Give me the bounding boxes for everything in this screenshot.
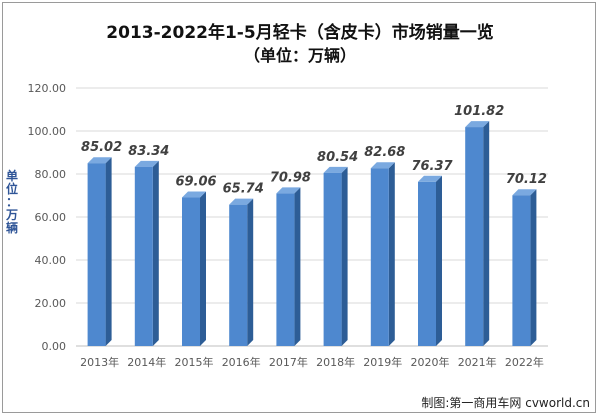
bar [87, 163, 106, 346]
x-tick-label: 2021年 [458, 355, 497, 369]
y-tick-label: 120.00 [28, 82, 67, 95]
bar [182, 197, 200, 346]
x-tick-label: 2015年 [175, 355, 214, 369]
bar-side [341, 166, 348, 346]
data-label: 70.12 [506, 172, 547, 187]
chart-title: 2013-2022年1-5月轻卡（含皮卡）市场销量一览 [106, 23, 494, 43]
y-tick-label: 60.00 [35, 211, 67, 224]
y-tick-label: 40.00 [35, 254, 67, 267]
bar-top [276, 187, 301, 194]
data-label: 70.98 [270, 170, 311, 185]
bar [276, 193, 295, 346]
data-label: 80.54 [317, 150, 358, 165]
bar-top [418, 175, 442, 182]
bar-side [247, 198, 254, 346]
data-label: 76.37 [411, 159, 453, 174]
bar [229, 204, 248, 346]
data-label: 69.06 [175, 175, 216, 190]
data-label: 101.82 [454, 104, 504, 119]
bar-side [388, 162, 395, 346]
chart-subtitle: （单位：万辆） [243, 46, 356, 65]
bar [418, 181, 436, 346]
bar-side [483, 121, 490, 346]
bar-top [512, 189, 537, 196]
watermark: 制图:第一商用车网 cvworld.cn [421, 396, 590, 410]
y-tick-label: 100.00 [28, 125, 67, 138]
x-tick-label: 2019年 [363, 355, 402, 369]
y-tick-label: 0.00 [42, 340, 67, 353]
data-label: 85.02 [81, 140, 122, 155]
bar-top [134, 160, 159, 167]
data-label: 83.34 [128, 144, 169, 159]
bar-side [105, 157, 112, 346]
bar [370, 168, 389, 346]
bar-side [200, 191, 206, 346]
x-tick-label: 2016年 [222, 355, 261, 369]
x-tick-label: 2022年 [505, 355, 544, 369]
bar [134, 166, 153, 346]
x-tick-label: 2013年 [80, 355, 119, 369]
bar [323, 172, 342, 346]
y-tick-label: 80.00 [35, 168, 67, 181]
y-tick-label: 20.00 [35, 297, 67, 310]
bar-top [87, 157, 112, 164]
bar-side [152, 160, 159, 346]
bar-top [229, 198, 254, 205]
bar-side [294, 187, 301, 346]
bar-top [323, 166, 348, 173]
x-tick-label: 2018年 [316, 355, 355, 369]
data-label: 65.74 [223, 182, 264, 197]
data-label: 82.68 [364, 145, 405, 160]
bar-top [465, 121, 490, 128]
bar [512, 195, 531, 346]
x-tick-label: 2020年 [411, 355, 450, 369]
bar-side [436, 175, 442, 346]
bar-top [370, 162, 395, 169]
bar-top [182, 191, 206, 198]
x-tick-label: 2014年 [127, 355, 166, 369]
bar [465, 127, 484, 346]
y-axis-label: 单位：万辆 [5, 169, 18, 235]
x-tick-label: 2017年 [269, 355, 308, 369]
bar-side [530, 189, 537, 346]
